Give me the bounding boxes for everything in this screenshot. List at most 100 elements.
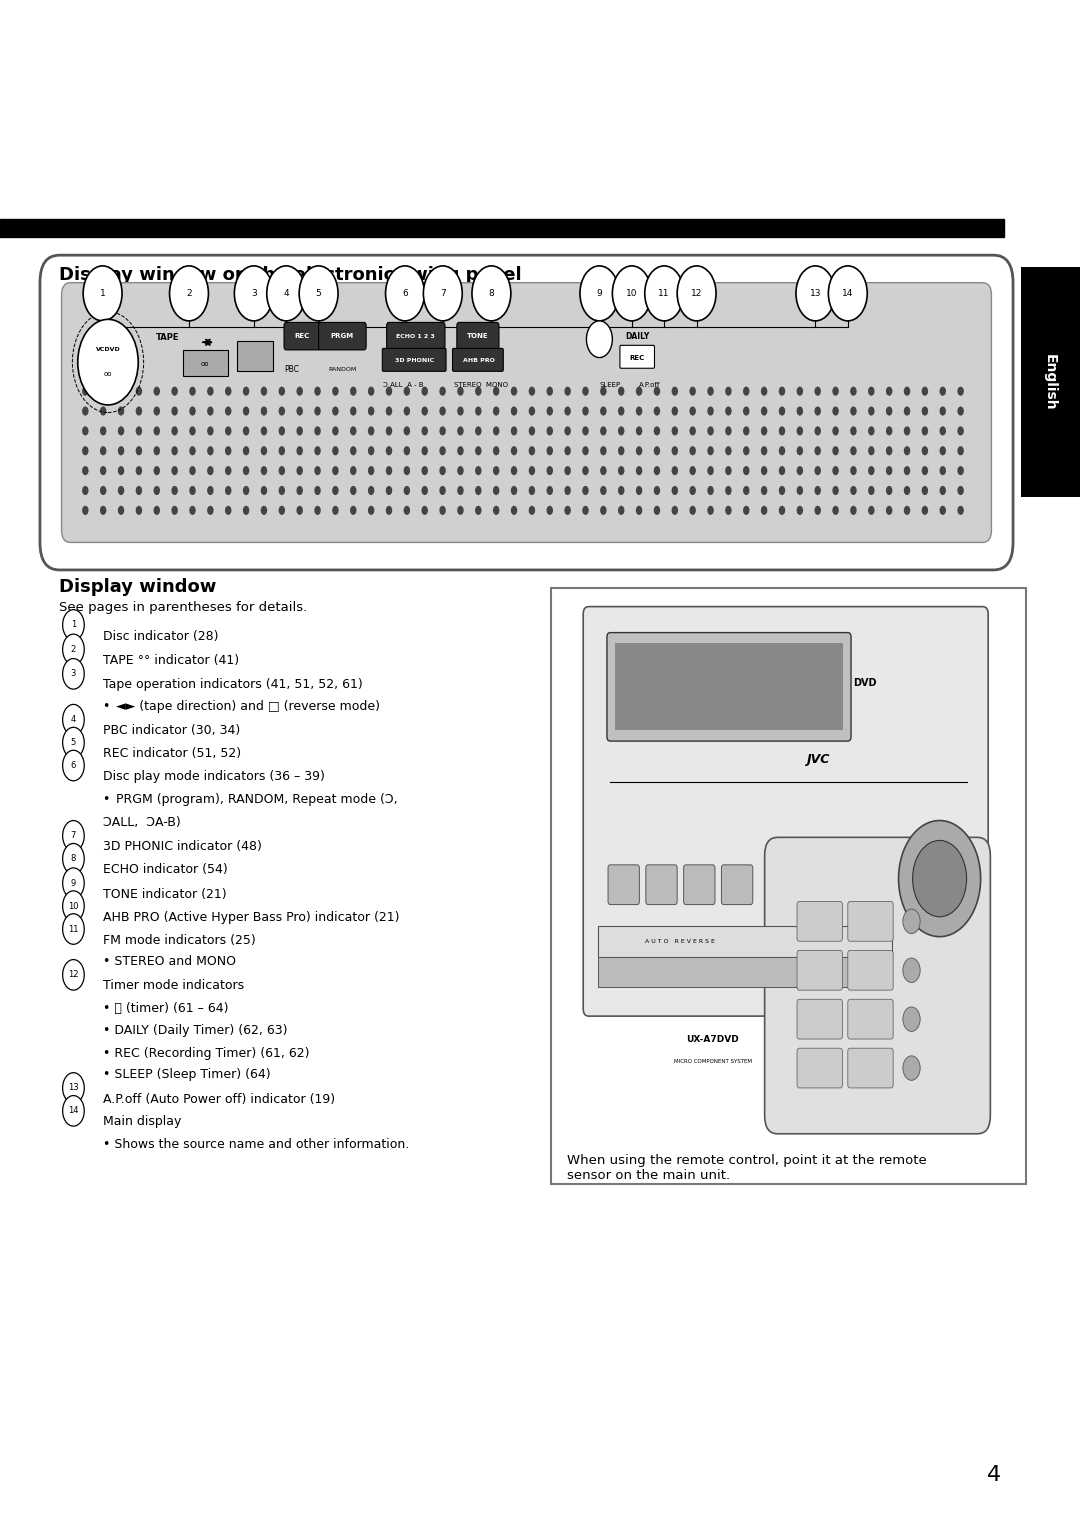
- Circle shape: [299, 266, 338, 321]
- Circle shape: [743, 506, 750, 515]
- FancyBboxPatch shape: [453, 348, 503, 371]
- Text: 9: 9: [71, 879, 76, 888]
- Circle shape: [136, 506, 143, 515]
- Circle shape: [207, 406, 214, 416]
- Circle shape: [814, 466, 821, 475]
- Text: 10: 10: [626, 289, 637, 298]
- Circle shape: [475, 506, 482, 515]
- Circle shape: [582, 446, 589, 455]
- Circle shape: [957, 387, 963, 396]
- Circle shape: [457, 387, 463, 396]
- Text: oo: oo: [104, 371, 112, 377]
- Text: A U T O   R E V E R S E: A U T O R E V E R S E: [646, 938, 715, 944]
- Circle shape: [546, 466, 553, 475]
- FancyBboxPatch shape: [382, 348, 446, 371]
- Text: SLEEP: SLEEP: [599, 382, 621, 388]
- Circle shape: [118, 387, 124, 396]
- Circle shape: [457, 466, 463, 475]
- Circle shape: [333, 426, 339, 435]
- Circle shape: [100, 406, 107, 416]
- Circle shape: [511, 406, 517, 416]
- Circle shape: [296, 387, 302, 396]
- Circle shape: [618, 387, 624, 396]
- Circle shape: [118, 466, 124, 475]
- FancyBboxPatch shape: [721, 865, 753, 905]
- Circle shape: [386, 446, 392, 455]
- Circle shape: [279, 406, 285, 416]
- FancyBboxPatch shape: [1021, 267, 1080, 497]
- Circle shape: [440, 486, 446, 495]
- Circle shape: [63, 750, 84, 781]
- Circle shape: [63, 634, 84, 665]
- Bar: [0, 219, 1004, 237]
- Circle shape: [234, 266, 273, 321]
- Circle shape: [386, 506, 392, 515]
- Circle shape: [743, 466, 750, 475]
- FancyBboxPatch shape: [40, 255, 1013, 570]
- Circle shape: [260, 506, 267, 515]
- Circle shape: [779, 426, 785, 435]
- Circle shape: [457, 486, 463, 495]
- Circle shape: [170, 266, 208, 321]
- FancyBboxPatch shape: [848, 1048, 893, 1088]
- Circle shape: [260, 466, 267, 475]
- Circle shape: [118, 486, 124, 495]
- Text: 3D PHONIC indicator (48): 3D PHONIC indicator (48): [103, 840, 261, 854]
- Text: 14: 14: [842, 289, 853, 298]
- Circle shape: [904, 466, 910, 475]
- Text: 11: 11: [68, 924, 79, 934]
- Circle shape: [440, 426, 446, 435]
- Text: TONE indicator (21): TONE indicator (21): [103, 888, 226, 902]
- Circle shape: [618, 486, 624, 495]
- Circle shape: [172, 486, 178, 495]
- Circle shape: [886, 466, 892, 475]
- Circle shape: [903, 1007, 920, 1031]
- Circle shape: [386, 426, 392, 435]
- Circle shape: [672, 426, 678, 435]
- Circle shape: [957, 446, 963, 455]
- Circle shape: [63, 727, 84, 758]
- Circle shape: [492, 466, 499, 475]
- Circle shape: [814, 446, 821, 455]
- Text: PRGM: PRGM: [330, 333, 354, 339]
- Circle shape: [153, 506, 160, 515]
- Circle shape: [672, 506, 678, 515]
- Circle shape: [796, 266, 835, 321]
- Text: TAPE: TAPE: [156, 333, 179, 342]
- Circle shape: [653, 506, 660, 515]
- FancyBboxPatch shape: [183, 350, 228, 376]
- Text: 13: 13: [68, 1083, 79, 1093]
- Circle shape: [243, 406, 249, 416]
- Circle shape: [618, 506, 624, 515]
- Circle shape: [153, 426, 160, 435]
- Circle shape: [279, 506, 285, 515]
- Circle shape: [63, 891, 84, 921]
- Circle shape: [921, 466, 928, 475]
- Circle shape: [457, 406, 463, 416]
- Text: AHB PRO: AHB PRO: [462, 358, 495, 364]
- Circle shape: [136, 406, 143, 416]
- Text: Disc indicator (28): Disc indicator (28): [103, 630, 218, 643]
- Circle shape: [940, 506, 946, 515]
- Circle shape: [921, 426, 928, 435]
- Circle shape: [940, 387, 946, 396]
- Circle shape: [100, 387, 107, 396]
- Text: 4: 4: [283, 289, 289, 298]
- Circle shape: [421, 466, 428, 475]
- Text: STEREO  MONO: STEREO MONO: [454, 382, 508, 388]
- Text: 3D PHONIC: 3D PHONIC: [395, 358, 434, 364]
- Circle shape: [296, 446, 302, 455]
- Circle shape: [797, 387, 804, 396]
- Circle shape: [797, 406, 804, 416]
- FancyBboxPatch shape: [62, 283, 991, 542]
- Text: Disc play mode indicators (36 – 39): Disc play mode indicators (36 – 39): [103, 770, 324, 784]
- Circle shape: [350, 506, 356, 515]
- Circle shape: [511, 446, 517, 455]
- Circle shape: [296, 406, 302, 416]
- FancyBboxPatch shape: [608, 865, 639, 905]
- Circle shape: [529, 426, 536, 435]
- Circle shape: [457, 506, 463, 515]
- FancyBboxPatch shape: [765, 837, 990, 1134]
- Circle shape: [333, 466, 339, 475]
- Circle shape: [78, 319, 138, 405]
